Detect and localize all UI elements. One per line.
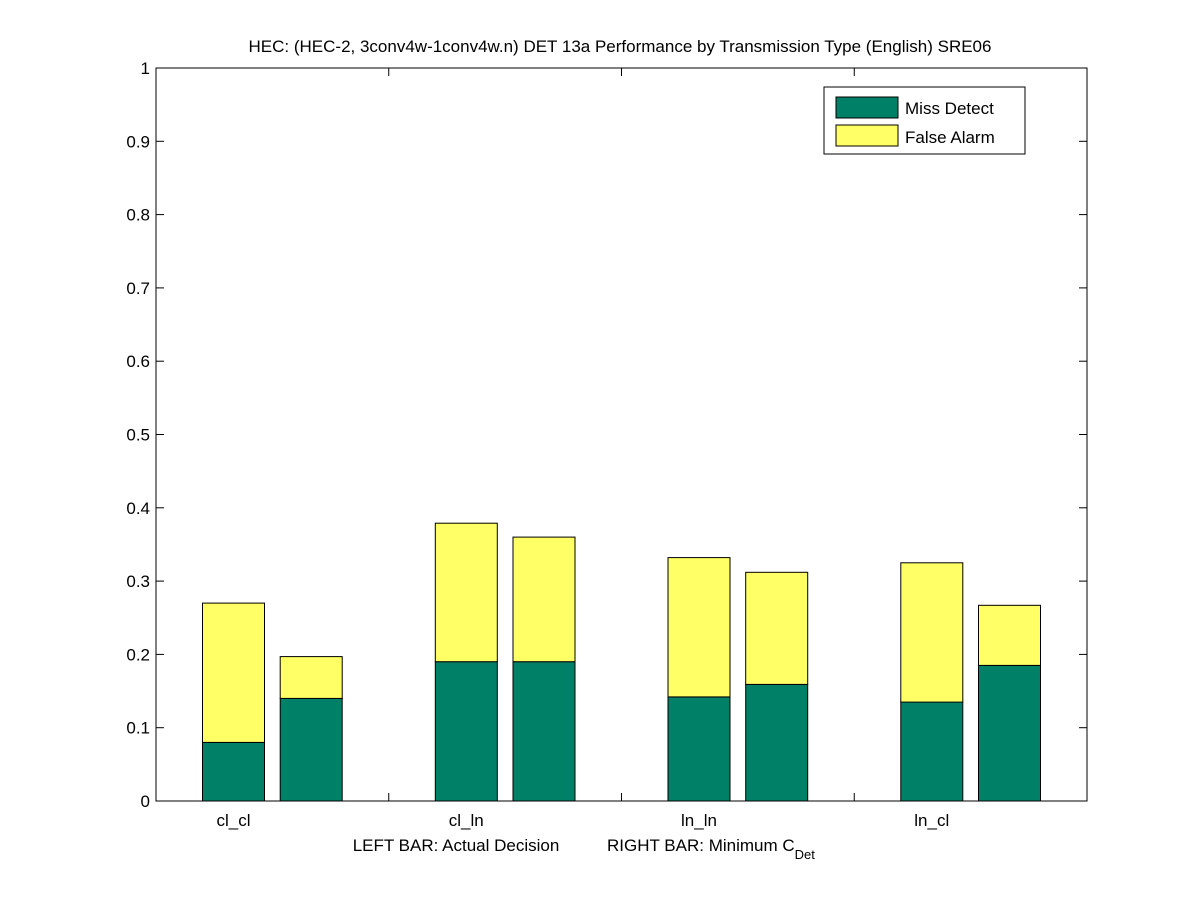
y-tick-label: 0.5 — [126, 426, 150, 445]
legend-swatch-false-alarm — [835, 124, 899, 147]
y-tick-label: 0.9 — [126, 132, 150, 151]
legend-label-false-alarm: False Alarm — [905, 128, 995, 147]
y-tick-label: 0.8 — [126, 206, 150, 225]
bar-cl-cl-minimum-false-alarm — [279, 656, 343, 699]
x-tick-label-ln-ln: ln_ln — [681, 811, 717, 830]
y-tick-label: 0 — [141, 792, 150, 811]
y-tick-label: 0.3 — [126, 572, 150, 591]
y-tick-label: 0.2 — [126, 645, 150, 664]
bar-cl-ln-minimum-miss-detect — [512, 661, 576, 802]
plot-frame — [155, 67, 1088, 802]
bar-cl-ln-minimum-false-alarm — [512, 536, 576, 663]
bar-ln-ln-actual-false-alarm — [667, 557, 731, 698]
bar-cl-ln-actual-false-alarm — [434, 522, 498, 663]
bar-cl-ln-actual-miss-detect — [434, 661, 498, 802]
legend: Miss Detect False Alarm — [823, 86, 1026, 155]
y-tick-label: 0.7 — [126, 279, 150, 298]
legend-swatch-miss-detect — [835, 96, 899, 119]
ticks-layer: 0 0.1 0.2 0.3 0.4 0.5 0.6 0.7 0.8 0.9 1 cl_cl cl_ln l… — [126, 59, 1087, 830]
y-tick-label: 0.1 — [126, 719, 150, 738]
bar-ln-cl-minimum-false-alarm — [978, 604, 1041, 666]
bar-cl-cl-actual-miss-detect — [202, 741, 265, 802]
x-axis-label-right-prefix: RIGHT BAR: Minimum C — [607, 836, 795, 855]
bar-ln-cl-minimum-miss-detect — [978, 664, 1041, 802]
y-tick-label: 0.4 — [126, 499, 150, 518]
bar-ln-ln-minimum-miss-detect — [745, 684, 809, 802]
bar-ln-cl-actual-false-alarm — [900, 562, 964, 703]
bar-ln-ln-minimum-false-alarm — [745, 571, 809, 685]
chart-title: HEC: (HEC-2, 3conv4w-1conv4w.n) DET 13a … — [249, 37, 992, 56]
legend-label-miss-detect: Miss Detect — [905, 99, 994, 118]
x-tick-label-cl-ln: cl_ln — [449, 811, 484, 830]
x-axis-label-right: RIGHT BAR: Minimum CDet — [607, 836, 815, 862]
x-axis-label-left: LEFT BAR: Actual Decision — [353, 836, 560, 855]
bar-ln-ln-actual-miss-detect — [667, 696, 731, 802]
x-tick-label-ln-cl: ln_cl — [914, 811, 949, 830]
bars-layer — [202, 522, 1041, 802]
y-tick-label: 0.6 — [126, 352, 150, 371]
x-tick-label-cl-cl: cl_cl — [216, 811, 250, 830]
y-tick-label: 1 — [141, 59, 150, 78]
x-axis-label-subscript: Det — [795, 847, 816, 862]
bar-ln-cl-actual-miss-detect — [900, 701, 964, 802]
bar-cl-cl-actual-false-alarm — [202, 602, 265, 743]
bar-cl-cl-minimum-miss-detect — [279, 697, 343, 802]
